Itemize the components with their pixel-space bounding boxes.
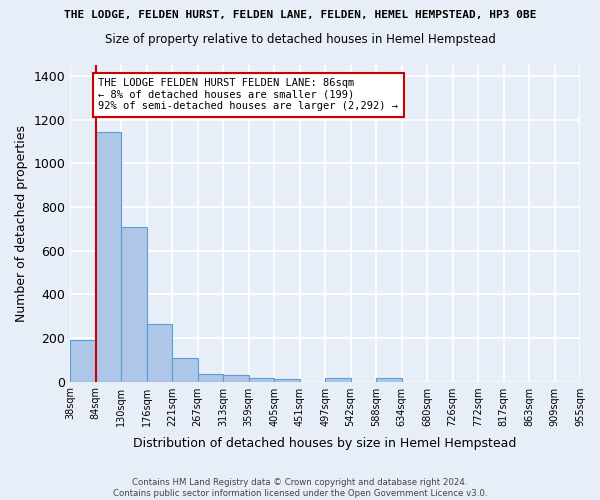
Bar — [376, 378, 401, 382]
Bar — [172, 358, 198, 382]
Bar — [147, 324, 172, 382]
Bar — [121, 226, 147, 382]
Text: THE LODGE FELDEN HURST FELDEN LANE: 86sqm
← 8% of detached houses are smaller (1: THE LODGE FELDEN HURST FELDEN LANE: 86sq… — [98, 78, 398, 112]
Text: Size of property relative to detached houses in Hemel Hempstead: Size of property relative to detached ho… — [104, 32, 496, 46]
Text: THE LODGE, FELDEN HURST, FELDEN LANE, FELDEN, HEMEL HEMPSTEAD, HP3 0BE: THE LODGE, FELDEN HURST, FELDEN LANE, FE… — [64, 10, 536, 20]
Bar — [248, 378, 274, 382]
Y-axis label: Number of detached properties: Number of detached properties — [15, 125, 28, 322]
Text: Contains HM Land Registry data © Crown copyright and database right 2024.
Contai: Contains HM Land Registry data © Crown c… — [113, 478, 487, 498]
X-axis label: Distribution of detached houses by size in Hemel Hempstead: Distribution of detached houses by size … — [133, 437, 517, 450]
Bar — [70, 340, 96, 382]
Bar — [274, 378, 299, 382]
Bar — [198, 374, 223, 382]
Bar — [223, 376, 248, 382]
Bar — [96, 132, 121, 382]
Bar — [325, 378, 350, 382]
